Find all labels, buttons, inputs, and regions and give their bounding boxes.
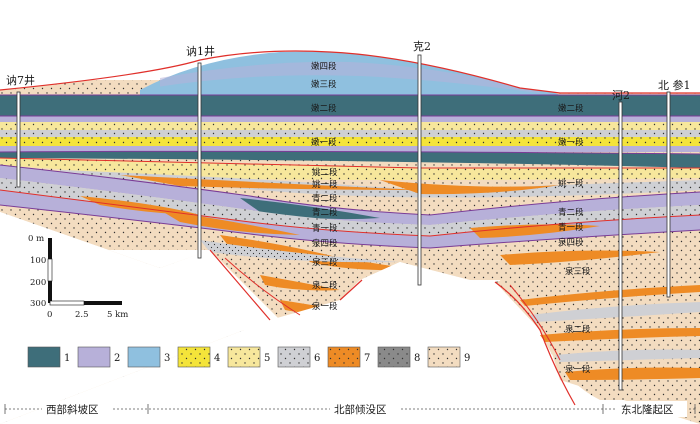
wells: 讷7井 讷1井 克2 河2 北 参1: [6, 40, 691, 391]
well-ke2: [417, 54, 422, 286]
label-yao2: 姚二段: [312, 167, 338, 178]
label-qing1: 青一段: [312, 223, 338, 234]
scale-v-300: 300: [30, 299, 46, 309]
legend-label-8: 8: [414, 353, 420, 364]
legend-label-5: 5: [264, 353, 270, 364]
zone-west-slope: 西部斜坡区: [46, 403, 99, 416]
label-nen2-center: 嫩二段: [311, 103, 337, 114]
legend-label-9: 9: [464, 353, 470, 364]
label-qing2-a: 青二段: [312, 193, 338, 204]
scale-v-100: 100: [30, 256, 46, 266]
label-quan2-east: 泉二段: [565, 324, 591, 335]
scale-bar: 0 m 100 200 300 0 2.5 5 km: [28, 234, 128, 320]
label-quan4: 泉四段: [312, 238, 338, 249]
label-quan2: 泉二段: [312, 280, 338, 291]
legend-swatch-1: [27, 346, 61, 368]
label-quan3-east: 泉三段: [565, 266, 591, 277]
label-nen4: 嫩四段: [311, 61, 337, 72]
well-na7: [16, 91, 21, 188]
legend-label-6: 6: [314, 353, 320, 364]
legend-swatch-2: [77, 346, 111, 368]
legend-label-3: 3: [164, 353, 170, 364]
well-label-bc1: 北 参1: [658, 78, 691, 92]
label-quan1-east: 泉一段: [565, 364, 591, 375]
well-he2: [618, 101, 623, 391]
stratigraphy: [0, 51, 700, 424]
well-label-na7: 讷7井: [6, 73, 35, 87]
east-block: [495, 266, 700, 400]
formation-labels: 嫩四段 嫩三段 嫩二段 嫩二段 嫩一段 姚二段 姚一段 青二段 青二段 青一段 …: [311, 61, 591, 375]
label-nen1-east: 嫩一段: [558, 137, 584, 148]
fault-line: [209, 249, 271, 321]
label-qing2-east: 青二段: [558, 207, 584, 218]
zone-northeast-uplift: 东北隆起区: [621, 403, 674, 416]
label-quan4-east: 泉四段: [558, 237, 584, 248]
label-nen1-center: 嫩一段: [311, 137, 337, 148]
label-qing1-east: 青一段: [558, 222, 584, 233]
zone-strip: 西部斜坡区 北部倾没区 东北隆起区: [4, 401, 696, 417]
legend-label-4: 4: [214, 353, 220, 364]
formation-boundaries: [0, 50, 700, 406]
legend-label-7: 7: [364, 353, 370, 364]
well-label-ke2: 克2: [413, 40, 431, 53]
label-yao1-east: 姚一段: [558, 178, 584, 189]
nen1-mudstone: [0, 151, 700, 168]
well-bc1: [666, 91, 671, 298]
scale-v-0: 0 m: [28, 234, 44, 244]
scale-h-2_5: 2.5: [75, 310, 89, 320]
label-yao1: 姚一段: [312, 179, 338, 190]
label-nen3: 嫩三段: [311, 79, 337, 90]
label-quan1: 泉一段: [312, 301, 338, 312]
legend-label-2: 2: [114, 353, 120, 364]
label-qing2-b: 青二段: [312, 207, 338, 218]
nen2-layer: [0, 95, 700, 116]
well-label-na1: 讷1井: [186, 44, 215, 58]
scale-h-5km: 5 km: [107, 310, 128, 320]
scale-v-200: 200: [30, 278, 46, 288]
well-label-he2: 河2: [612, 89, 630, 102]
legend: 1 2 3 4 5 6 7 8 9: [27, 346, 470, 368]
qing-layer: [0, 165, 700, 225]
top-boundary: [0, 50, 700, 94]
legend-label-1: 1: [64, 353, 70, 364]
well-na1: [197, 62, 202, 259]
zone-north-plunge: 北部倾没区: [334, 403, 387, 416]
fault-line-east: [494, 281, 576, 406]
scale-h-0: 0: [47, 310, 52, 320]
label-nen2-east: 嫩二段: [558, 103, 584, 114]
legend-swatch-3: [127, 346, 161, 368]
label-quan3: 泉三段: [312, 257, 338, 268]
